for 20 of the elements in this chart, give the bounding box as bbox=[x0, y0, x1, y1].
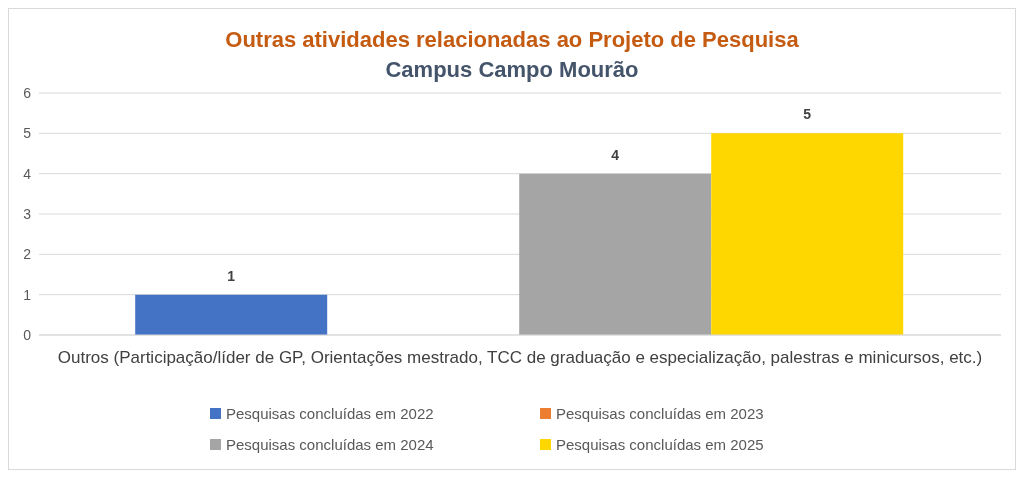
legend-label: Pesquisas concluídas em 2024 bbox=[226, 436, 434, 453]
data-label: 1 bbox=[227, 267, 236, 284]
y-tick-label: 1 bbox=[23, 286, 32, 303]
y-tick-label: 4 bbox=[23, 165, 32, 182]
data-label: 4 bbox=[611, 146, 620, 163]
y-tick-label: 3 bbox=[23, 205, 32, 222]
legend-label: Pesquisas concluídas em 2022 bbox=[226, 405, 434, 422]
bar bbox=[519, 173, 712, 335]
bar bbox=[135, 294, 328, 335]
chart-subtitle: Campus Campo Mourão bbox=[384, 57, 640, 83]
y-tick-label: 0 bbox=[23, 326, 32, 343]
legend-label: Pesquisas concluídas em 2023 bbox=[556, 405, 764, 422]
x-tick-label: Outros (Participação/líder de GP, Orientações mestrado, TCC de graduação e especialização, palestras e minicursos, etc.) bbox=[57, 348, 983, 368]
bar bbox=[711, 133, 904, 335]
legend-label: Pesquisas concluídas em 2025 bbox=[556, 436, 764, 453]
y-tick-label: 6 bbox=[23, 84, 32, 101]
chart-title: Outras atividades relacionadas ao Projeto de Pesquisa bbox=[224, 27, 800, 53]
y-tick-label: 5 bbox=[23, 125, 32, 142]
y-tick-label: 2 bbox=[23, 246, 32, 263]
data-label: 5 bbox=[803, 106, 812, 123]
